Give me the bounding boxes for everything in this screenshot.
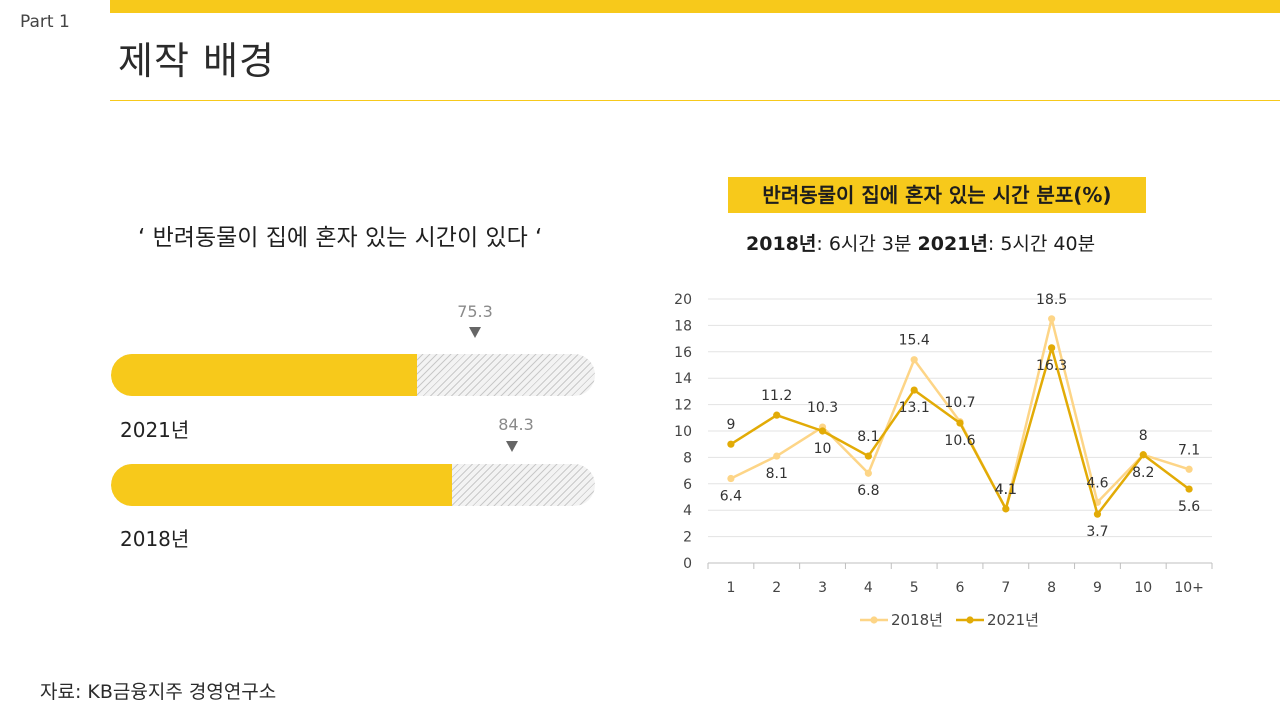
series-line-2018년 <box>730 317 1190 511</box>
data-point <box>910 386 918 394</box>
data-label-2018: 8.1 <box>766 466 788 482</box>
data-point <box>773 411 781 419</box>
data-label-2018: 4.1 <box>995 482 1017 498</box>
data-point <box>864 452 872 460</box>
x-tick-label: 4 <box>864 580 873 596</box>
source-note: 자료: KB금융지주 경영연구소 <box>40 681 277 703</box>
data-point <box>773 452 781 460</box>
subtitle-2018-value: : 6시간 3분 <box>816 233 918 255</box>
x-tick-label: 10+ <box>1174 580 1204 596</box>
data-point <box>727 474 735 483</box>
data-point <box>1139 451 1147 459</box>
data-label-2021: 13.1 <box>899 400 930 416</box>
x-tick-label: 9 <box>1093 580 1102 596</box>
y-tick-label: 14 <box>674 371 692 387</box>
data-point <box>1048 315 1056 323</box>
data-label-2018: 4.6 <box>1086 475 1108 491</box>
data-label-2018: 18.5 <box>1036 292 1067 308</box>
bar-2021-marker-icon <box>469 327 481 338</box>
data-label-2021: 4.1 <box>995 482 1017 498</box>
y-tick-label: 8 <box>683 450 692 466</box>
data-point <box>910 356 918 364</box>
part-label: Part 1 <box>20 12 70 32</box>
data-point <box>818 427 827 435</box>
subtitle-2018-label: 2018년 <box>746 233 817 255</box>
legend-label: 2018년 <box>891 611 943 629</box>
y-tick-label: 18 <box>674 318 692 334</box>
bar-2018-track <box>111 464 595 506</box>
data-label-2021: 8 <box>1139 428 1148 444</box>
data-point <box>1048 344 1056 352</box>
data-point <box>1002 505 1010 513</box>
data-label-2018: 6.8 <box>857 483 879 499</box>
bar-2018-marker-icon <box>506 441 518 452</box>
x-tick-label: 2 <box>772 580 781 596</box>
bar-2018-fill <box>111 464 452 506</box>
bar-2018-value: 84.3 <box>498 415 534 434</box>
data-point <box>864 469 872 477</box>
x-tick-label: 1 <box>726 580 735 596</box>
y-tick-label: 10 <box>674 424 692 440</box>
y-tick-label: 20 <box>674 292 692 308</box>
data-label-2018: 8.2 <box>1132 465 1154 481</box>
bar-2021-value: 75.3 <box>457 302 493 321</box>
y-tick-label: 4 <box>683 503 692 519</box>
data-point <box>727 440 735 448</box>
y-tick-label: 12 <box>674 398 692 414</box>
title-divider <box>110 100 1280 101</box>
data-label-2018: 10.7 <box>944 395 975 411</box>
y-tick-label: 16 <box>674 345 692 361</box>
data-label-2018: 7.1 <box>1178 442 1200 458</box>
subtitle-2021-label: 2021년 <box>917 233 988 255</box>
data-label-2021: 10.6 <box>944 433 975 449</box>
bar-2021-label: 2021년 <box>120 418 190 442</box>
legend-marker <box>966 616 974 624</box>
data-label-2021: 9 <box>726 417 735 433</box>
data-label-2021: 16.3 <box>1036 358 1067 374</box>
legend-marker <box>870 616 878 624</box>
x-tick-label: 5 <box>910 580 919 596</box>
data-point <box>1185 465 1193 473</box>
data-label-2021: 11.2 <box>761 388 792 404</box>
subtitle-2021-value: : 5시간 40분 <box>987 233 1096 255</box>
x-tick-label: 3 <box>818 580 827 596</box>
y-tick-label: 0 <box>683 556 692 572</box>
data-point <box>956 419 964 427</box>
x-tick-label: 6 <box>956 580 965 596</box>
data-label-2018: 6.4 <box>720 489 742 505</box>
bar-2021-track <box>111 354 595 396</box>
bar-2021-fill <box>111 354 418 396</box>
chart-subtitle: 2018년: 6시간 3분 2021년: 5시간 40분 <box>746 229 1095 256</box>
chart-title: 반려동물이 집에 혼자 있는 시간 분포(%) <box>728 177 1146 213</box>
x-tick-label: 7 <box>1001 580 1010 596</box>
x-tick-label: 10 <box>1134 580 1152 596</box>
data-label-2021: 10 <box>814 441 832 457</box>
page-title: 제작 배경 <box>118 39 275 83</box>
top-accent-bar <box>110 0 1280 13</box>
quote-text: ‘ 반려동물이 집에 혼자 있는 시간이 있다 ‘ <box>138 225 543 251</box>
x-tick-label: 8 <box>1047 580 1056 596</box>
legend-label: 2021년 <box>987 611 1039 629</box>
y-tick-label: 6 <box>683 477 692 493</box>
data-point <box>1185 485 1193 493</box>
bar-2018-label: 2018년 <box>120 527 190 551</box>
y-tick-label: 2 <box>683 530 692 546</box>
data-label-2018: 10.3 <box>807 400 838 416</box>
data-label-2021: 3.7 <box>1086 524 1108 540</box>
data-label-2018: 15.4 <box>899 333 930 349</box>
data-label-2021: 5.6 <box>1178 499 1200 515</box>
data-label-2021: 8.1 <box>857 429 879 445</box>
data-point <box>1093 510 1102 518</box>
